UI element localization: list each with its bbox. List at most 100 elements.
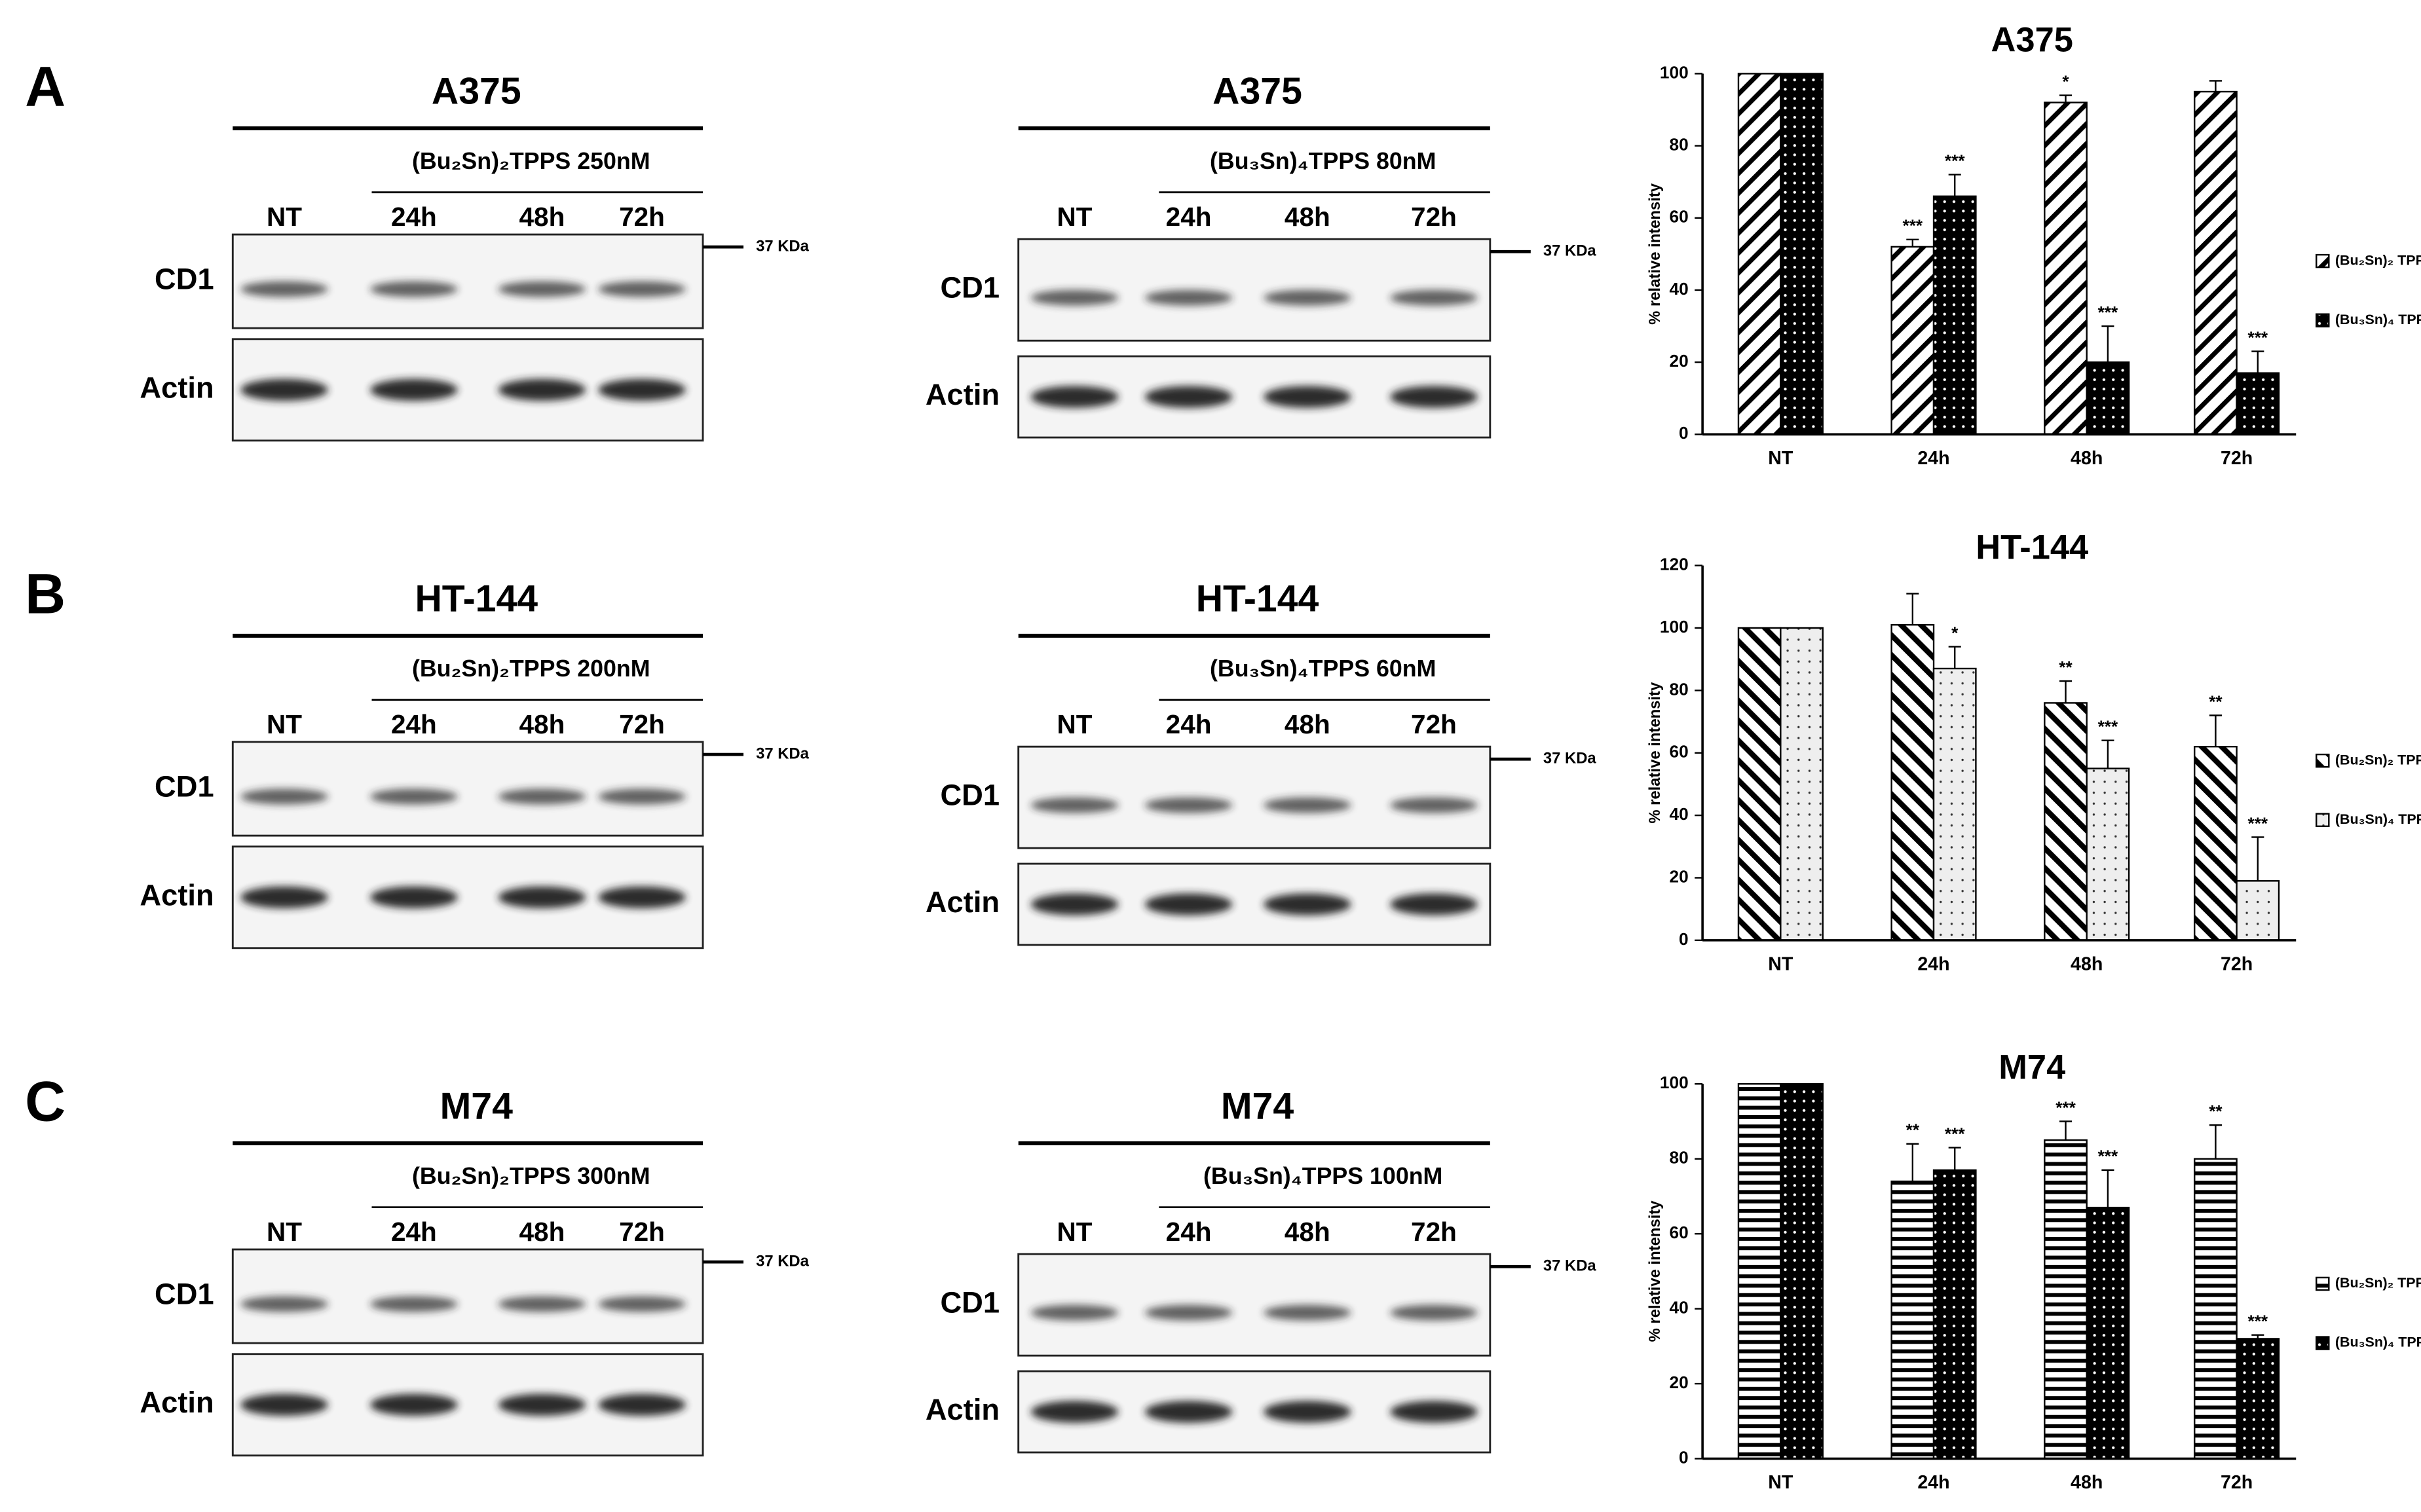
band [240, 788, 328, 805]
significance: *** [2098, 303, 2118, 322]
error-bar [1948, 174, 1961, 196]
panel-letter: C [25, 1070, 66, 1133]
legend-label: (Bu₃Sn)₄ TPPS [2335, 312, 2421, 327]
row-label: Actin [926, 1393, 1000, 1426]
lane-label: NT [1057, 709, 1093, 739]
panel-letter: B [25, 562, 66, 625]
row-label: CD1 [940, 779, 1000, 812]
bar [2086, 1206, 2130, 1460]
blot-box [1017, 1253, 1492, 1357]
error-bar [2101, 739, 2114, 769]
row-label: Actin [140, 371, 214, 404]
lane-label: NT [267, 202, 302, 232]
significance: *** [1945, 1124, 1965, 1143]
y-tick-label: 20 [1669, 866, 1688, 886]
significance: *** [2098, 1147, 2118, 1166]
x-tick-label: NT [1768, 954, 1793, 975]
band [498, 788, 586, 805]
lane-label: 72h [1411, 1217, 1457, 1247]
band [370, 281, 458, 297]
bar [1932, 195, 1977, 435]
band [1390, 386, 1478, 408]
lane-label: 48h [519, 709, 565, 739]
significance: * [1951, 623, 1959, 642]
lane-label: NT [1057, 1217, 1093, 1247]
y-tick-label: 0 [1679, 929, 1689, 949]
band [1030, 1401, 1119, 1423]
lane-label: 24h [391, 1217, 437, 1247]
bar [2194, 746, 2238, 942]
band [1390, 1401, 1478, 1423]
blot-title: A375 [1212, 71, 1302, 113]
legend-label: (Bu₃Sn)₄ TPPS [2335, 811, 2421, 827]
treatment-label: (Bu₃Sn)₄TPPS 100nM [1203, 1163, 1442, 1189]
band [498, 1296, 586, 1312]
bar [2236, 880, 2280, 942]
legend-label: (Bu₂Sn)₂ TPPS [2335, 252, 2421, 268]
treatment-label: (Bu₂Sn)₂TPPS 200nM [412, 655, 650, 682]
band [598, 281, 686, 297]
significance: ** [1906, 1120, 1920, 1140]
lane-label: 48h [1285, 709, 1330, 739]
marker-label: 37 KDa [756, 237, 810, 255]
y-tick-label: 0 [1679, 423, 1689, 443]
error-bar [1906, 238, 1919, 247]
significance: *** [2055, 1097, 2076, 1117]
blot-box [1017, 238, 1492, 342]
lane-label: NT [267, 1217, 302, 1247]
lane-label: NT [1057, 202, 1093, 232]
band [1264, 1304, 1351, 1321]
y-tick-label: 40 [1669, 804, 1688, 824]
band [598, 1393, 686, 1416]
error-bar [1906, 593, 1919, 625]
band [598, 886, 686, 908]
y-axis-label: % relative intensity [1646, 682, 1664, 824]
lane-label: 72h [619, 202, 665, 232]
y-tick-label: 0 [1679, 1447, 1689, 1467]
x-tick-label: 48h [2071, 448, 2103, 469]
lane-label: 24h [391, 202, 437, 232]
marker-label: 37 KDa [756, 1252, 810, 1270]
legend-swatch [2316, 813, 2330, 827]
marker-label: 37 KDa [1543, 1257, 1597, 1275]
chart-title: HT-144 [1976, 529, 2088, 567]
blot-box [1017, 745, 1492, 849]
band [1390, 893, 1478, 915]
bar [1932, 1169, 1977, 1460]
row-label: CD1 [155, 1278, 214, 1311]
blot-title: HT-144 [415, 578, 538, 620]
band [498, 886, 586, 908]
band [1264, 386, 1351, 408]
row-label: Actin [926, 378, 1000, 411]
bar [1780, 627, 1824, 942]
blot-title: M74 [440, 1086, 513, 1128]
band [240, 886, 328, 908]
bar [2194, 1158, 2238, 1460]
lane-label: 24h [1166, 202, 1212, 232]
y-tick-label: 100 [1660, 62, 1689, 82]
x-tick-label: 72h [2221, 448, 2253, 469]
blot-title: A375 [432, 71, 521, 113]
row-label: Actin [140, 878, 214, 912]
significance: ** [2209, 691, 2223, 711]
x-tick-label: 72h [2221, 954, 2253, 975]
band [1144, 893, 1233, 915]
band [1030, 289, 1119, 306]
x-tick-label: 48h [2071, 954, 2103, 975]
blot-title: M74 [1221, 1086, 1294, 1128]
x-tick-label: NT [1768, 448, 1793, 469]
blot-box [231, 1248, 704, 1344]
significance: *** [1903, 216, 1923, 236]
band [240, 281, 328, 297]
band [1030, 893, 1119, 915]
legend-swatch [2316, 253, 2330, 268]
band [370, 1296, 458, 1312]
y-tick-label: 40 [1669, 279, 1688, 299]
band [1030, 797, 1119, 813]
bar [1890, 624, 1935, 942]
y-tick-label: 80 [1669, 1148, 1688, 1168]
band [498, 1393, 586, 1416]
bar [1890, 1180, 1935, 1460]
